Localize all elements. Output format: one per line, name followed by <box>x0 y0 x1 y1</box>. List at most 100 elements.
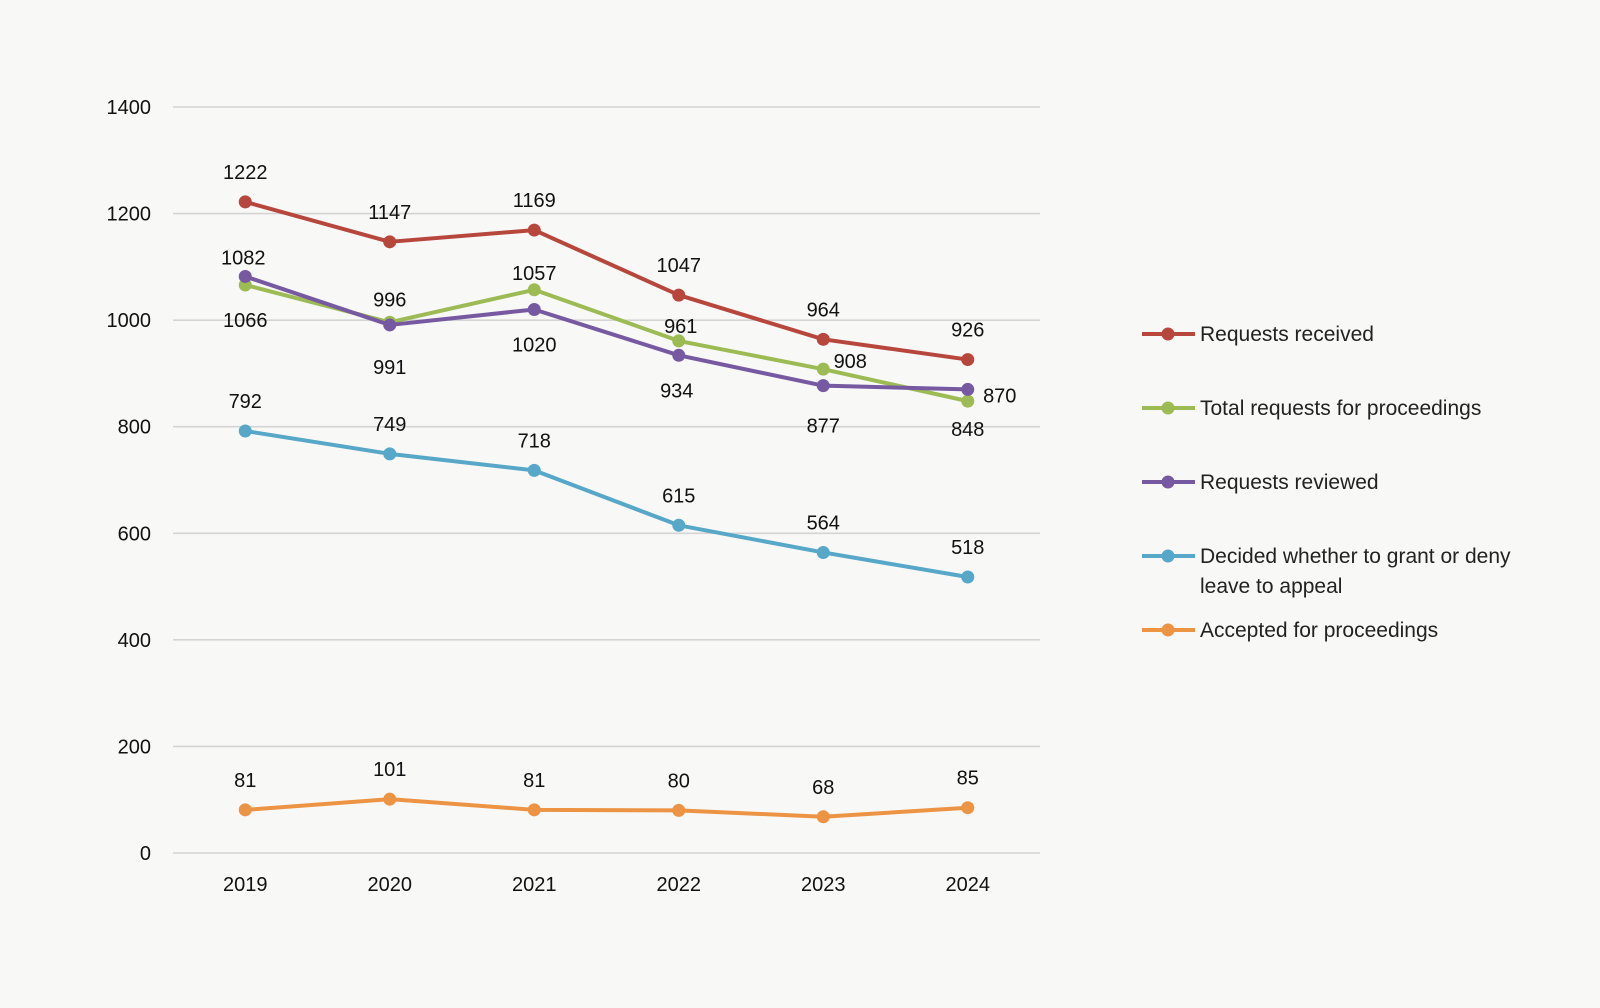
y-tick-label: 0 <box>140 843 151 865</box>
data-label: 964 <box>807 299 840 321</box>
legend-label: Accepted for proceedings <box>1200 619 1438 642</box>
data-label: 80 <box>668 770 690 792</box>
data-point <box>961 570 975 584</box>
data-point <box>383 235 397 249</box>
data-point <box>816 379 830 393</box>
legend-swatch-marker <box>1161 623 1175 637</box>
data-point <box>816 362 830 376</box>
data-point <box>816 545 830 559</box>
data-label: 101 <box>373 759 406 781</box>
data-point <box>238 803 252 817</box>
data-label: 908 <box>834 351 867 373</box>
data-point <box>527 803 541 817</box>
data-label: 870 <box>983 385 1016 407</box>
legend-swatch-marker <box>1161 549 1175 563</box>
data-label: 1020 <box>512 334 557 356</box>
legend-item: Total requests for proceedings <box>1142 397 1481 420</box>
y-tick-label: 600 <box>118 523 151 545</box>
y-tick-label: 1000 <box>107 310 152 332</box>
legend-swatch-marker <box>1161 401 1175 415</box>
y-tick-label: 1200 <box>107 204 152 226</box>
data-label: 518 <box>951 537 984 559</box>
data-label: 877 <box>807 416 840 438</box>
data-point <box>527 223 541 237</box>
legend-item: Accepted for proceedings <box>1142 619 1438 642</box>
series-line <box>243 274 970 392</box>
data-label: 68 <box>812 777 834 799</box>
series-line <box>243 797 970 819</box>
legend-label: Requests received <box>1200 323 1374 346</box>
data-point <box>961 353 975 367</box>
data-label: 996 <box>373 289 406 311</box>
data-point <box>383 447 397 461</box>
data-point <box>238 424 252 438</box>
data-label: 1047 <box>657 255 702 277</box>
data-label: 81 <box>523 770 545 792</box>
x-tick-label: 2022 <box>657 874 702 896</box>
legend-swatch-marker <box>1161 475 1175 489</box>
x-tick-label: 2021 <box>512 874 557 896</box>
data-label: 1057 <box>512 263 557 285</box>
data-point <box>816 332 830 346</box>
data-point <box>672 334 686 348</box>
data-label: 792 <box>229 391 262 413</box>
data-label: 749 <box>373 414 406 436</box>
legend-label: Requests reviewed <box>1200 471 1379 494</box>
data-label: 961 <box>664 316 697 338</box>
data-point <box>961 394 975 408</box>
data-point <box>961 801 975 815</box>
data-label: 1222 <box>223 162 268 184</box>
series-line <box>243 199 970 362</box>
data-point <box>672 288 686 302</box>
gridlines <box>173 106 1040 854</box>
data-label: 85 <box>957 768 979 790</box>
data-point <box>527 463 541 477</box>
legend-swatch-marker <box>1161 327 1175 341</box>
data-label: 615 <box>662 485 695 507</box>
legend-label: Total requests for proceedings <box>1200 397 1481 420</box>
x-axis-ticks: 2019 2020 2021 2022 2023 2024 <box>223 874 990 896</box>
series-line <box>243 428 970 579</box>
data-point <box>238 195 252 209</box>
data-point <box>961 382 975 396</box>
data-label: 564 <box>807 512 840 534</box>
x-tick-label: 2023 <box>801 874 846 896</box>
legend-item: Requests reviewed <box>1142 471 1379 494</box>
data-point <box>672 348 686 362</box>
series-lines <box>238 195 975 824</box>
data-point <box>672 518 686 532</box>
y-tick-label: 1400 <box>107 97 152 119</box>
legend-label: Decided whether to grant or deny <box>1200 545 1511 568</box>
data-point <box>383 318 397 332</box>
data-point <box>816 810 830 824</box>
y-tick-label: 400 <box>118 630 151 652</box>
data-point <box>383 792 397 806</box>
x-tick-label: 2019 <box>223 874 268 896</box>
data-label: 848 <box>951 419 984 441</box>
data-point <box>527 283 541 297</box>
legend-item: Decided whether to grant or deny leave to… <box>1142 545 1511 598</box>
data-label: 1147 <box>368 202 411 224</box>
y-tick-label: 800 <box>118 417 151 439</box>
legend-item: Requests received <box>1142 323 1374 346</box>
data-label: 926 <box>951 320 984 342</box>
x-tick-label: 2020 <box>368 874 413 896</box>
x-tick-label: 2024 <box>946 874 991 896</box>
data-label: 991 <box>373 357 406 379</box>
data-label: 1066 <box>223 310 268 332</box>
data-label: 718 <box>518 430 551 452</box>
data-label: 1082 <box>221 247 266 269</box>
data-point <box>238 269 252 283</box>
data-point <box>527 302 541 316</box>
data-label: 934 <box>660 380 693 402</box>
data-label: 1169 <box>513 190 556 212</box>
data-point <box>672 803 686 817</box>
y-tick-label: 200 <box>118 736 151 758</box>
data-label: 81 <box>234 770 256 792</box>
data-labels: 1222 1147 1169 1047 964 926 1066 996 1057 961 908 8… <box>221 162 1016 799</box>
legend: Requests received Total requests for proc… <box>1142 323 1511 642</box>
legend-label: leave to appeal <box>1200 575 1342 598</box>
y-axis-ticks: 0 200 400 600 800 1000 1200 1400 <box>107 97 152 865</box>
